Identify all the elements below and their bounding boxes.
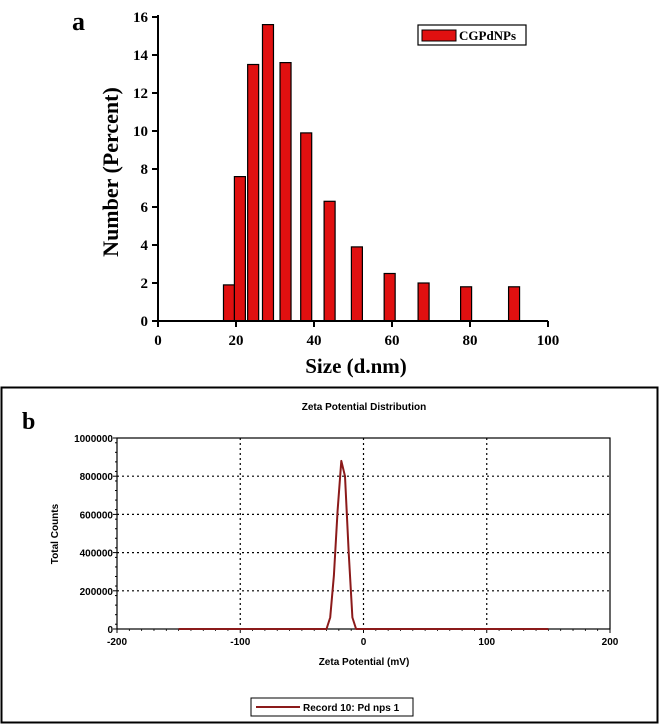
panel-b-y-axis-label: Total Counts <box>50 503 61 564</box>
panel-b-x-tick-label: -200 <box>107 637 127 648</box>
panel-b-x-tick-label: 100 <box>478 637 495 648</box>
histogram-bar <box>507 286 521 322</box>
histogram-bar <box>460 286 473 322</box>
panel-a-y-tick-label: 10 <box>133 124 148 140</box>
panel-b-x-axis-label: Zeta Potential (mV) <box>319 657 410 668</box>
panel-a-x-tick-label: 80 <box>463 333 478 349</box>
panel-a-y-tick-label: 14 <box>133 48 149 64</box>
panel-b-frame <box>0 386 659 724</box>
panel-b-axes: 0 200000 400000 600000 800000 1000000 -200 -100… <box>74 434 619 648</box>
panel-b-zeta-chart: b Zeta Potential Distribution 0 200000 400… <box>22 402 619 717</box>
histogram-bar <box>417 282 430 322</box>
panel-b-y-tick-label: 600000 <box>80 510 114 521</box>
histogram-bar <box>300 132 313 322</box>
zeta-potential-series-line <box>178 459 549 630</box>
panel-a-legend: CGPdNPs <box>417 24 527 46</box>
panel-a-y-axis-label: Number (Percent) <box>98 87 123 257</box>
panel-a-legend-label: CGPdNPs <box>459 28 516 43</box>
panel-b-y-tick-label: 200000 <box>80 587 114 598</box>
panel-a-x-tick-label: 100 <box>537 333 560 349</box>
panel-a-bars <box>222 24 521 322</box>
histogram-bar <box>279 61 292 322</box>
panel-b-legend-label: Record 10: Pd nps 1 <box>303 703 400 714</box>
panel-a-x-tick-label: 40 <box>307 333 322 349</box>
panel-a-x-tick-label: 20 <box>229 333 244 349</box>
panel-a-y-tick-label: 0 <box>141 314 149 330</box>
panel-b-y-tick-label: 1000000 <box>74 434 113 445</box>
panel-b-y-tick-label: 400000 <box>80 549 114 560</box>
panel-a-y-tick-label: 2 <box>141 276 149 292</box>
panel-a-x-tick-label: 0 <box>154 333 162 349</box>
panel-b-x-tick-label: -100 <box>230 637 250 648</box>
histogram-bar <box>233 176 246 322</box>
panel-a-legend-swatch <box>421 29 457 42</box>
panel-b-title: Zeta Potential Distribution <box>302 402 426 413</box>
histogram-bar <box>247 63 260 322</box>
panel-a-x-tick-label: 60 <box>385 333 400 349</box>
panel-b-label: b <box>22 409 35 435</box>
panel-b-y-tick-label: 800000 <box>80 472 114 483</box>
panel-a-y-tick-label: 16 <box>133 10 149 26</box>
panel-a-y-tick-label: 6 <box>141 200 149 216</box>
panel-b-x-tick-label: 200 <box>602 637 619 648</box>
panel-a-y-tick-label: 8 <box>141 162 149 178</box>
panel-a-label: a <box>72 7 85 36</box>
panel-a-axes: 0 2 4 6 8 10 12 14 16 0 20 40 60 80 100 <box>133 10 559 349</box>
panel-a-y-tick-label: 4 <box>141 238 149 254</box>
panel-a-y-tick-label: 12 <box>133 86 148 102</box>
histogram-bar <box>323 200 336 322</box>
histogram-bar <box>383 272 396 322</box>
panel-b-x-tick-label: 0 <box>361 637 367 648</box>
histogram-bar <box>350 246 363 322</box>
histogram-bar <box>222 284 236 322</box>
histogram-bar <box>261 24 275 322</box>
panel-b-grid <box>116 437 611 630</box>
panel-b-legend-box <box>250 697 414 717</box>
panel-b-y-tick-label: 0 <box>107 625 113 636</box>
panel-b-series <box>178 459 549 630</box>
panel-b-legend: Record 10: Pd nps 1 <box>250 697 414 717</box>
panel-a-x-axis-label: Size (d.nm) <box>305 354 407 378</box>
